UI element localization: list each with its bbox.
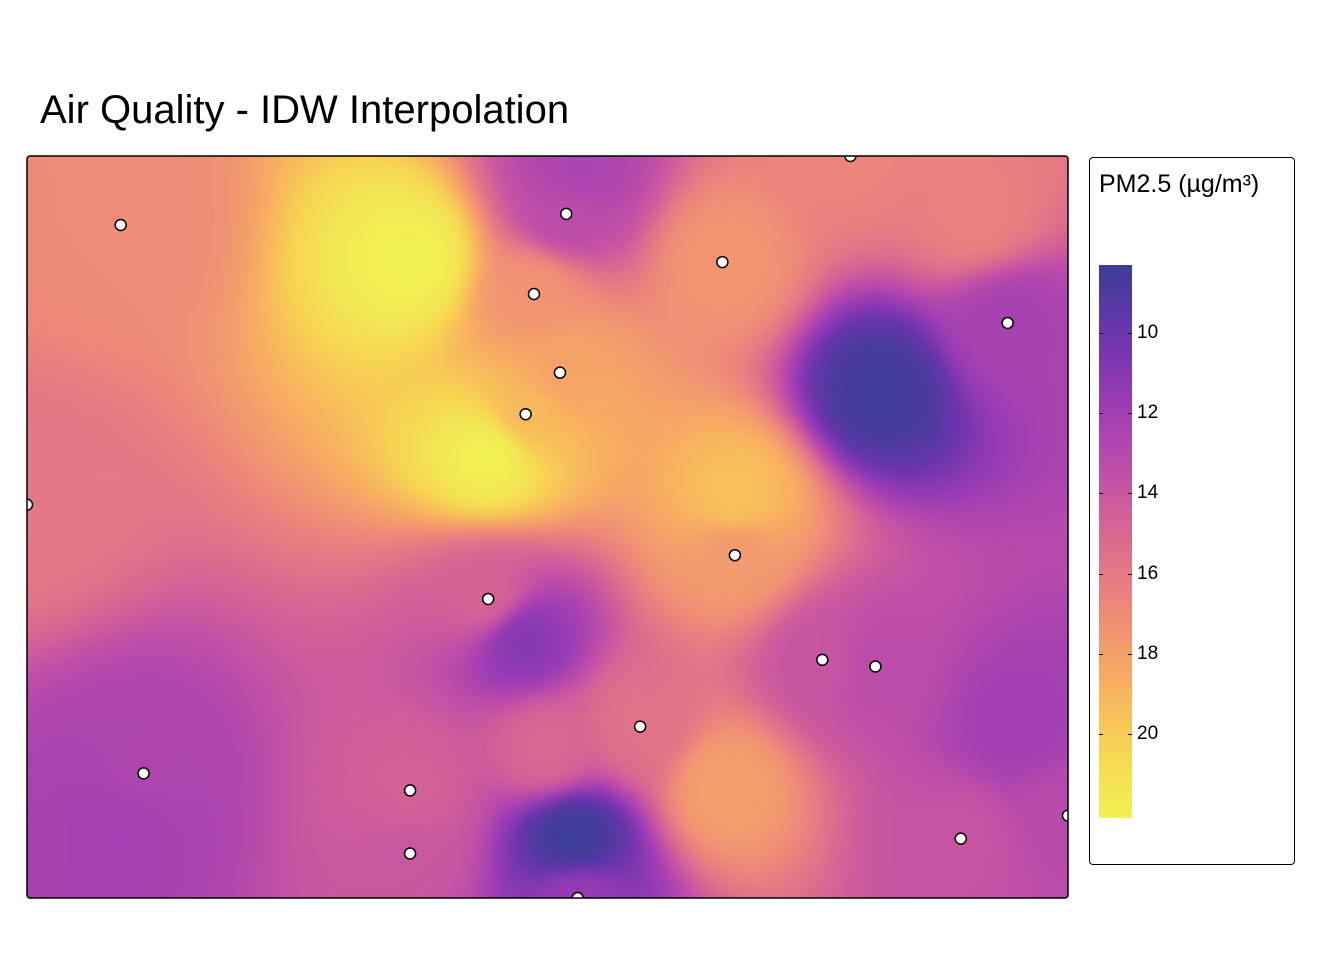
station-point (716, 255, 729, 269)
station-point (869, 660, 882, 673)
legend-tick-mark (1128, 573, 1132, 575)
station-point (1001, 316, 1014, 330)
legend-tick-label: 12 (1137, 402, 1159, 424)
legend-tick-mark (1099, 733, 1103, 735)
station-point (559, 207, 573, 221)
legend-tick-mark (1099, 573, 1103, 575)
interpolated-surface (27, 156, 1068, 898)
legend-tick-label: 14 (1137, 482, 1159, 504)
station-point (481, 592, 495, 606)
legend-tick-label: 18 (1137, 642, 1159, 664)
legend-tick-mark (1099, 653, 1103, 655)
station-point (816, 653, 829, 667)
legend-title: PM2.5 (µg/m³) (1099, 170, 1260, 198)
legend-tick-label: 10 (1137, 322, 1159, 344)
legend-tick-mark (1099, 413, 1103, 415)
station-points (27, 156, 1068, 898)
legend-tick-mark (1128, 333, 1132, 335)
station-point (1061, 809, 1068, 822)
legend-tick-label: 16 (1137, 562, 1159, 584)
station-point (527, 287, 541, 301)
station-point (114, 218, 127, 232)
legend-tick-mark (1128, 733, 1132, 735)
station-point (954, 832, 968, 845)
station-point (403, 784, 417, 797)
legend-tick-mark (1128, 493, 1132, 495)
map-panel-border (26, 155, 1069, 899)
station-point (553, 366, 567, 379)
map-title: Air Quality - IDW Interpolation (40, 88, 570, 132)
legend-color-bar (1099, 265, 1132, 818)
legend-tick-mark (1099, 493, 1103, 495)
legend-tick-mark (1128, 653, 1132, 655)
station-point (519, 407, 532, 421)
station-point (137, 767, 150, 780)
legend-tick-mark (1099, 333, 1103, 335)
station-point (728, 548, 742, 562)
station-point (844, 156, 857, 163)
station-point (571, 891, 584, 898)
legend-tick-label: 20 (1137, 722, 1159, 744)
station-point (633, 720, 647, 733)
legend-tick-mark (1128, 413, 1132, 415)
station-point (403, 847, 417, 860)
station-point (27, 498, 34, 511)
